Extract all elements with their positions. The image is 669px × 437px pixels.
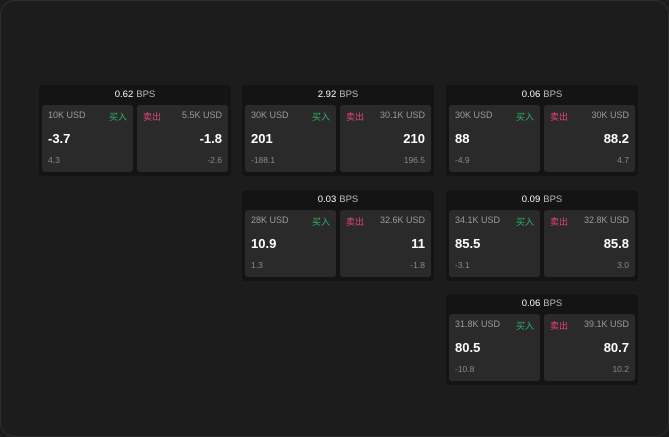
spread-value: 2.92: [317, 89, 337, 100]
bid-size: 30K USD: [455, 110, 493, 120]
buy-label: 买入: [108, 112, 127, 122]
ask-change: -1.8: [410, 260, 425, 270]
spread-value: 0.06: [521, 89, 541, 100]
bid-size: 30K USD: [251, 110, 289, 120]
spread-value: 0.62: [114, 89, 134, 100]
ask-price: 80.7: [603, 340, 629, 355]
ask-change: 4.7: [617, 155, 629, 165]
bid-size: 28K USD: [251, 215, 289, 225]
bid-size: 34.1K USD: [455, 215, 501, 225]
price-card: 0.62 BPS 10K USD 买入 -3.7 4.3 卖出 5.5K USD -1…: [39, 85, 231, 176]
ask-change: 3.0: [617, 260, 629, 270]
bid-change: -10.8: [455, 364, 475, 374]
spread-value: 0.06: [521, 298, 541, 309]
ask-change: -2.6: [207, 155, 222, 165]
spread-unit: BPS: [543, 194, 563, 205]
sell-cell[interactable]: 卖出 39.1K USD 80.7 10.2: [544, 314, 635, 381]
bid-size: 31.8K USD: [455, 319, 501, 329]
bid-price: 85.5: [455, 236, 481, 251]
spread-unit: BPS: [543, 89, 563, 100]
spread-value: 0.09: [521, 194, 541, 205]
ask-price: -1.8: [199, 131, 222, 146]
bid-price: 201: [251, 131, 273, 146]
spread-unit: BPS: [136, 89, 156, 100]
spread-header: 0.03 BPS: [242, 190, 434, 210]
price-card: 0.06 BPS 30K USD 买入 88 -4.9 卖出 30K USD 88.2…: [446, 85, 638, 176]
buy-cell[interactable]: 10K USD 买入 -3.7 4.3: [42, 105, 133, 172]
buy-label: 买入: [311, 217, 330, 227]
sell-label: 卖出: [346, 112, 365, 122]
bid-price: 10.9: [251, 236, 277, 251]
ask-size: 30.1K USD: [379, 110, 425, 120]
sell-label: 卖出: [143, 112, 162, 122]
ask-price: 11: [411, 236, 425, 251]
bid-price: 88: [455, 131, 470, 146]
spread-header: 0.06 BPS: [446, 294, 638, 314]
sell-label: 卖出: [550, 112, 569, 122]
ask-size: 32.8K USD: [583, 215, 629, 225]
sell-label: 卖出: [346, 217, 365, 227]
ask-size: 30K USD: [591, 110, 629, 120]
buy-cell[interactable]: 34.1K USD 买入 85.5 -3.1: [449, 210, 540, 277]
bid-change: -4.9: [455, 155, 470, 165]
ask-price: 210: [403, 131, 425, 146]
bid-change: 4.3: [48, 155, 60, 165]
sell-cell[interactable]: 卖出 32.6K USD 11 -1.8: [340, 210, 431, 277]
price-card: 0.03 BPS 28K USD 买入 10.9 1.3 卖出 32.6K USD 1…: [242, 190, 434, 281]
spread-unit: BPS: [339, 89, 359, 100]
ask-change: 10.2: [612, 364, 629, 374]
spread-header: 0.62 BPS: [39, 85, 231, 105]
bid-price: -3.7: [48, 131, 71, 146]
bid-size: 10K USD: [48, 110, 86, 120]
ask-size: 5.5K USD: [181, 110, 222, 120]
buy-cell[interactable]: 30K USD 买入 88 -4.9: [449, 105, 540, 172]
sell-cell[interactable]: 卖出 5.5K USD -1.8 -2.6: [137, 105, 228, 172]
ask-change: 196.5: [403, 155, 425, 165]
price-card: 0.06 BPS 31.8K USD 买入 80.5 -10.8 卖出 39.1K U…: [446, 294, 638, 385]
ask-size: 32.6K USD: [379, 215, 425, 225]
buy-label: 买入: [515, 217, 534, 227]
spread-value: 0.03: [317, 194, 337, 205]
ask-price: 85.8: [603, 236, 629, 251]
sell-cell[interactable]: 卖出 32.8K USD 85.8 3.0: [544, 210, 635, 277]
spread-header: 2.92 BPS: [242, 85, 434, 105]
spread-unit: BPS: [339, 194, 359, 205]
spread-unit: BPS: [543, 298, 563, 309]
sell-cell[interactable]: 卖出 30.1K USD 210 196.5: [340, 105, 431, 172]
sell-cell[interactable]: 卖出 30K USD 88.2 4.7: [544, 105, 635, 172]
bid-change: -188.1: [251, 155, 276, 165]
bid-change: -3.1: [455, 260, 470, 270]
spread-header: 0.06 BPS: [446, 85, 638, 105]
price-card: 0.09 BPS 34.1K USD 买入 85.5 -3.1 卖出 32.8K US…: [446, 190, 638, 281]
buy-cell[interactable]: 30K USD 买入 201 -188.1: [245, 105, 336, 172]
bid-change: 1.3: [251, 260, 263, 270]
ask-price: 88.2: [603, 131, 629, 146]
sell-label: 卖出: [550, 217, 569, 227]
ask-size: 39.1K USD: [583, 319, 629, 329]
spread-header: 0.09 BPS: [446, 190, 638, 210]
buy-label: 买入: [311, 112, 330, 122]
buy-label: 买入: [515, 112, 534, 122]
buy-cell[interactable]: 28K USD 买入 10.9 1.3: [245, 210, 336, 277]
buy-cell[interactable]: 31.8K USD 买入 80.5 -10.8: [449, 314, 540, 381]
sell-label: 卖出: [550, 321, 569, 331]
buy-label: 买入: [515, 321, 534, 331]
price-card: 2.92 BPS 30K USD 买入 201 -188.1 卖出 30.1K USD…: [242, 85, 434, 176]
bid-price: 80.5: [455, 340, 481, 355]
